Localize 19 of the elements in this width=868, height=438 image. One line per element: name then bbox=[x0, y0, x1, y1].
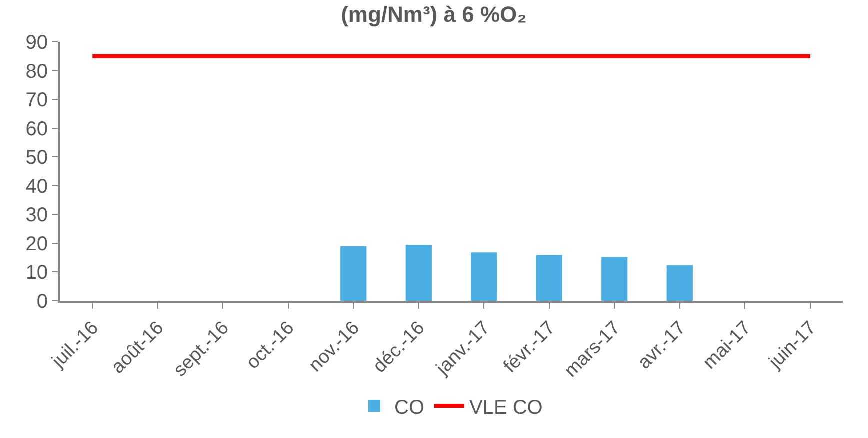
y-tick-label: 20 bbox=[26, 233, 48, 256]
legend-label: VLE CO bbox=[470, 396, 543, 419]
y-tick-label: 0 bbox=[36, 291, 48, 313]
y-tick-label: 70 bbox=[26, 90, 48, 112]
legend-label: CO bbox=[394, 396, 424, 419]
y-tick-label: 50 bbox=[26, 147, 48, 170]
chart-title: (mg/Nm³) à 6 %O₂ bbox=[341, 2, 527, 27]
bar bbox=[602, 257, 628, 301]
y-tick-label: 40 bbox=[26, 176, 48, 198]
bar bbox=[666, 265, 693, 301]
y-tick-label: 80 bbox=[26, 60, 48, 83]
y-tick-label: 90 bbox=[26, 32, 48, 54]
bar bbox=[471, 252, 498, 301]
y-tick-label: 10 bbox=[26, 262, 48, 284]
bar bbox=[340, 246, 367, 301]
y-tick-label: 60 bbox=[26, 118, 48, 140]
bar bbox=[536, 255, 562, 301]
y-tick-label: 30 bbox=[26, 204, 48, 227]
bar bbox=[406, 245, 432, 301]
